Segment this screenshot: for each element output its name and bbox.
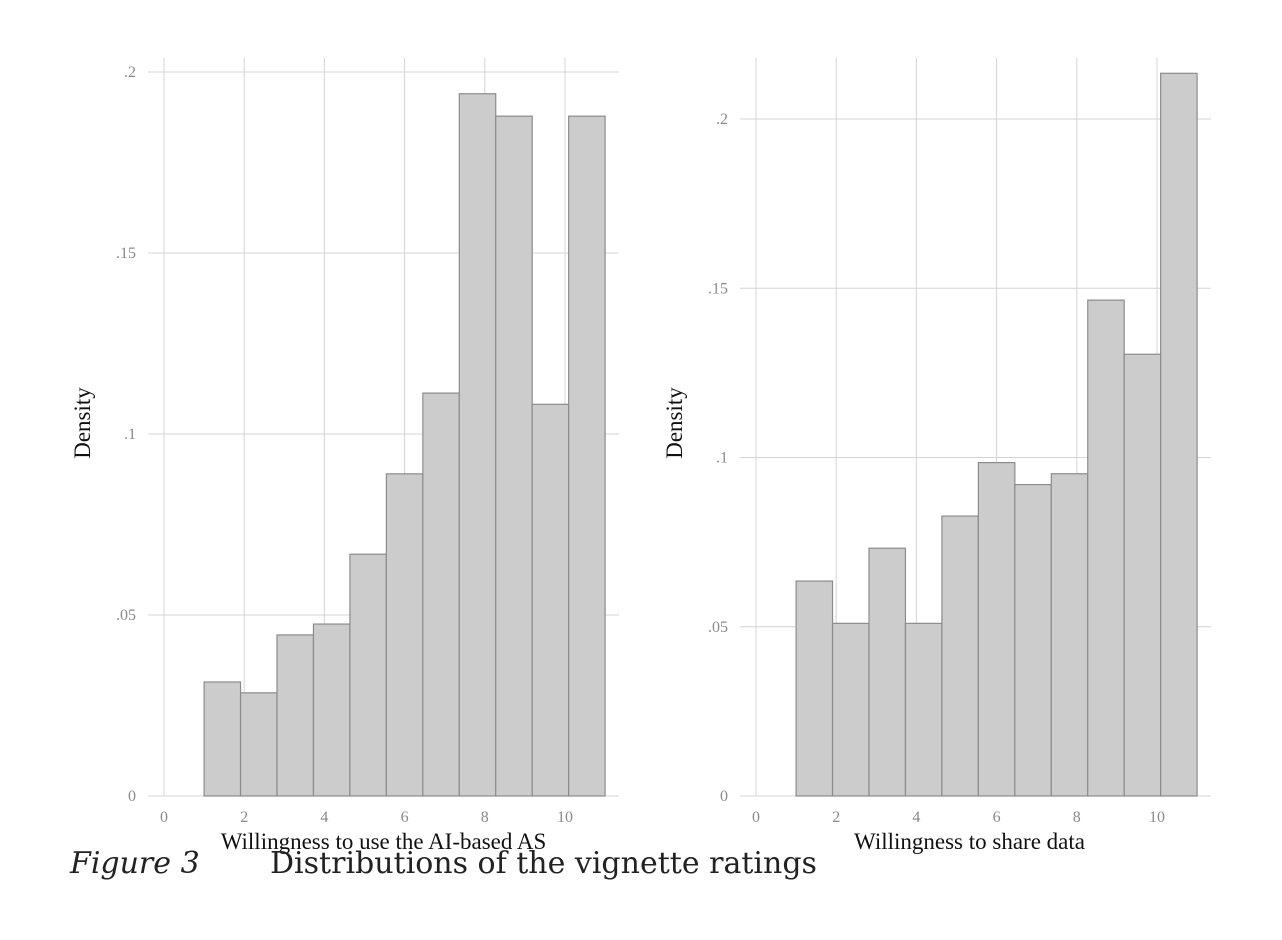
x-tick-label: 2 [832, 809, 840, 826]
histogram-bar [312, 623, 351, 797]
histogram-bar [531, 403, 570, 797]
y-tick-label: .1 [716, 450, 728, 467]
y-tick-label: 0 [128, 788, 136, 805]
x-tick-label: 10 [1149, 809, 1165, 826]
x-tick-label: 6 [993, 809, 1001, 826]
y-tick-label: .15 [116, 245, 136, 262]
x-tick-label: 8 [481, 809, 489, 826]
x-tick-label: 2 [240, 809, 248, 826]
histogram-bar [831, 622, 870, 797]
y-tick-label: .15 [708, 280, 728, 297]
y-tick-label: 0 [720, 788, 728, 805]
figure-title: Distributions of the vignette ratings [270, 846, 817, 881]
y-tick-label: .05 [708, 619, 728, 636]
histogram-bar [1014, 483, 1052, 797]
histogram-bar [868, 547, 907, 797]
histogram-bar [495, 115, 533, 797]
histogram-bar [239, 692, 278, 797]
y-axis-title: Density [70, 387, 95, 459]
x-tick-label: 6 [401, 809, 409, 826]
histogram-bar [276, 634, 315, 797]
histogram-bar [203, 681, 242, 797]
histogram-bar [904, 622, 943, 797]
x-tick-label: 4 [320, 809, 328, 826]
histogram-bar [795, 580, 834, 797]
x-tick-label: 10 [557, 809, 573, 826]
x-tick-label: 0 [160, 809, 168, 826]
left-histogram-panel: 0 .05 .1 .15 .2 0 2 4 6 8 10 Willingness to use the… [70, 58, 619, 854]
histogram-bar [568, 115, 606, 797]
x-tick-label: 8 [1073, 809, 1081, 826]
y-tick-label: .2 [124, 64, 136, 81]
y-tick-label: .05 [116, 607, 136, 624]
x-axis-title: Willingness to share data [854, 829, 1085, 854]
right-histogram-panel: 0 .05 .1 .15 .2 0 2 4 6 8 10 Willingness to share d… [662, 58, 1211, 854]
y-tick-label: .1 [124, 426, 136, 443]
histogram-bar [977, 461, 1016, 797]
histogram-bar [1087, 299, 1125, 797]
histogram-bar [458, 93, 497, 797]
figure-label: Figure 3 [70, 846, 200, 881]
histogram-bar [1050, 473, 1089, 797]
histogram-bar [1123, 353, 1162, 797]
x-tick-label: 0 [752, 809, 760, 826]
histogram-bar [941, 515, 979, 797]
x-axis-title: Willingness to use the AI-based AS [221, 829, 547, 854]
x-tick-label: 4 [912, 809, 920, 826]
y-tick-label: .2 [716, 111, 728, 128]
histogram-bar [349, 553, 387, 797]
histogram-bar [1160, 72, 1198, 797]
y-axis-title: Density [662, 387, 687, 459]
histogram-bar [385, 473, 424, 797]
histogram-bar [422, 392, 460, 797]
